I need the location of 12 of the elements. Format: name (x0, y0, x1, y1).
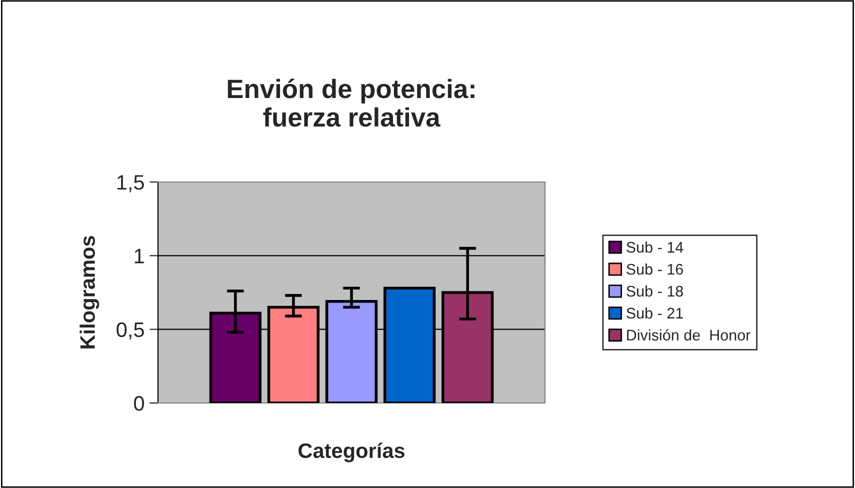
legend-label: Sub - 14 (626, 241, 684, 253)
y-tick-label: 0 (134, 396, 144, 411)
y-tick-label: 0,5 (116, 322, 144, 340)
y-tick-label: 1,5 (117, 175, 144, 192)
y-tick-label: 1 (134, 248, 144, 264)
y-axis-title: Kilogramos (80, 236, 100, 348)
legend-label: Sub - 16 (626, 263, 683, 275)
legend-label: División de Honor (627, 329, 750, 341)
x-axis-title: Categorías (298, 442, 404, 462)
chart-title: Envión de potencia: fuerza relativa (228, 78, 474, 127)
legend-label: Sub - 18 (626, 285, 683, 297)
legend-label: Sub - 21 (626, 307, 683, 319)
